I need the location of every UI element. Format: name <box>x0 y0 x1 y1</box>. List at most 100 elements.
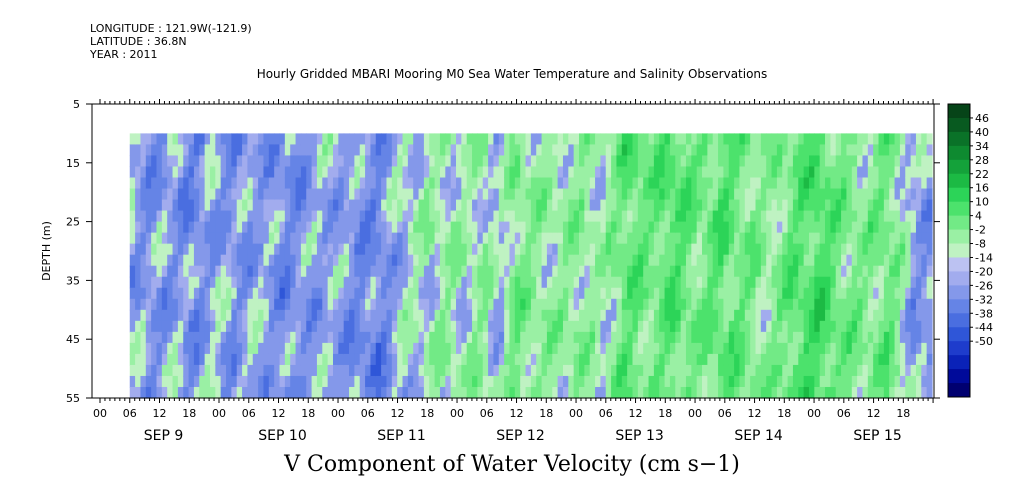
heatmap-cell <box>851 166 858 179</box>
heatmap-cell <box>439 144 446 157</box>
heatmap-cell <box>332 133 339 146</box>
heatmap-cell <box>819 265 826 278</box>
heatmap-cell <box>322 342 329 355</box>
heatmap-cell <box>258 155 265 168</box>
heatmap-cell <box>878 386 885 399</box>
heatmap-cell <box>728 133 735 146</box>
heatmap-cell <box>750 199 757 212</box>
heatmap-cell <box>407 144 414 157</box>
heatmap-cell <box>332 287 339 300</box>
heatmap-cell <box>867 298 874 311</box>
heatmap-cell <box>370 155 377 168</box>
heatmap-cell <box>466 364 473 377</box>
heatmap-cell <box>723 320 730 333</box>
heatmap-cell <box>873 243 880 256</box>
heatmap-cell <box>830 243 837 256</box>
heatmap-cell <box>776 199 783 212</box>
heatmap-cell <box>231 177 238 190</box>
heatmap-cell <box>135 188 142 201</box>
heatmap-cell <box>482 386 489 399</box>
heatmap-cell <box>707 386 714 399</box>
heatmap-cell <box>172 144 179 157</box>
heatmap-cell <box>873 342 880 355</box>
heatmap-cell <box>921 298 928 311</box>
heatmap-cell <box>744 232 751 245</box>
heatmap-cell <box>477 144 484 157</box>
heatmap-cell <box>258 364 265 377</box>
heatmap-cell <box>209 364 216 377</box>
heatmap-cell <box>327 265 334 278</box>
heatmap-cell <box>685 221 692 234</box>
heatmap-cell <box>862 232 869 245</box>
heatmap-cell <box>611 210 618 223</box>
heatmap-cell <box>530 309 537 322</box>
heatmap-cell <box>482 177 489 190</box>
heatmap-cell <box>284 309 291 322</box>
heatmap-cell <box>702 298 708 311</box>
heatmap-cell <box>814 155 821 168</box>
heatmap-cell <box>648 331 655 344</box>
heatmap-cell <box>167 210 174 223</box>
heatmap-cell <box>188 320 195 333</box>
heatmap-cell <box>258 309 265 322</box>
heatmap-cell <box>584 298 591 311</box>
heatmap-cell <box>488 298 495 311</box>
heatmap-cell <box>365 144 372 157</box>
heatmap-cell <box>611 232 618 245</box>
heatmap-cell <box>760 276 767 289</box>
heatmap-cell <box>397 287 404 300</box>
heatmap-cell <box>300 320 307 333</box>
heatmap-cell <box>573 375 580 388</box>
heatmap-cell <box>766 287 773 300</box>
heatmap-cell <box>509 364 516 377</box>
heatmap-cell <box>819 221 826 234</box>
heatmap-cell <box>295 210 302 223</box>
heatmap-cell <box>284 320 291 333</box>
heatmap-cell <box>338 232 345 245</box>
heatmap-cell <box>921 375 928 388</box>
heatmap-cell <box>744 210 751 223</box>
heatmap-cell <box>349 375 355 388</box>
heatmap-cell <box>744 199 751 212</box>
heatmap-cell <box>456 364 462 377</box>
heatmap-cell <box>423 331 430 344</box>
heatmap-cell <box>926 265 933 278</box>
y-tick-label: 15 <box>66 157 80 170</box>
heatmap-cell <box>883 309 890 322</box>
heatmap-cell <box>552 254 559 267</box>
longitude-label: LONGITUDE : 121.9W(-121.9) <box>90 22 252 35</box>
heatmap-cell <box>279 265 286 278</box>
heatmap-cell <box>242 342 249 355</box>
heatmap-cell <box>792 144 799 157</box>
heatmap-cell <box>391 144 398 157</box>
heatmap-cell <box>204 320 211 333</box>
heatmap-cell <box>439 276 446 289</box>
heatmap-cell <box>151 243 158 256</box>
heatmap-cell <box>209 155 216 168</box>
heatmap-cell <box>557 353 564 366</box>
heatmap-cell <box>359 386 366 399</box>
heatmap-cell <box>402 133 409 146</box>
heatmap-cell <box>327 221 334 234</box>
heatmap-cell <box>862 243 869 256</box>
heatmap-cell <box>851 265 858 278</box>
heatmap-cell <box>445 166 452 179</box>
heatmap-cell <box>504 166 511 179</box>
heatmap-cell <box>792 309 799 322</box>
heatmap-cell <box>552 364 559 377</box>
heatmap-cell <box>327 331 334 344</box>
heatmap-cell <box>290 166 297 179</box>
colorbar-label: -32 <box>975 293 993 306</box>
heatmap-cell <box>530 254 537 267</box>
heatmap-cell <box>819 188 826 201</box>
heatmap-cell <box>274 287 281 300</box>
heatmap-cell <box>199 221 206 234</box>
heatmap-cell <box>156 243 163 256</box>
heatmap-cell <box>386 144 393 157</box>
heatmap-cell <box>514 166 521 179</box>
heatmap-cell <box>899 210 906 223</box>
heatmap-cell <box>825 144 831 157</box>
heatmap-cell <box>873 331 880 344</box>
heatmap-cell <box>258 144 265 157</box>
heatmap-cell <box>750 155 757 168</box>
